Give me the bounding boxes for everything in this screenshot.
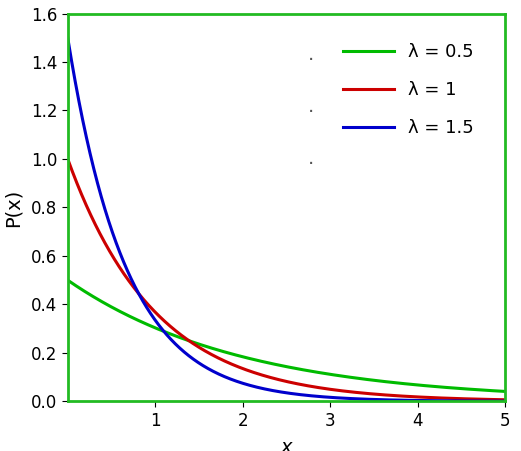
X-axis label: x: x	[281, 438, 292, 451]
Text: .: .	[307, 45, 314, 64]
Legend: λ = 0.5, λ = 1, λ = 1.5: λ = 0.5, λ = 1, λ = 1.5	[334, 34, 483, 146]
Y-axis label: P(x): P(x)	[4, 189, 22, 226]
Text: .: .	[307, 149, 314, 169]
Text: .: .	[307, 97, 314, 116]
